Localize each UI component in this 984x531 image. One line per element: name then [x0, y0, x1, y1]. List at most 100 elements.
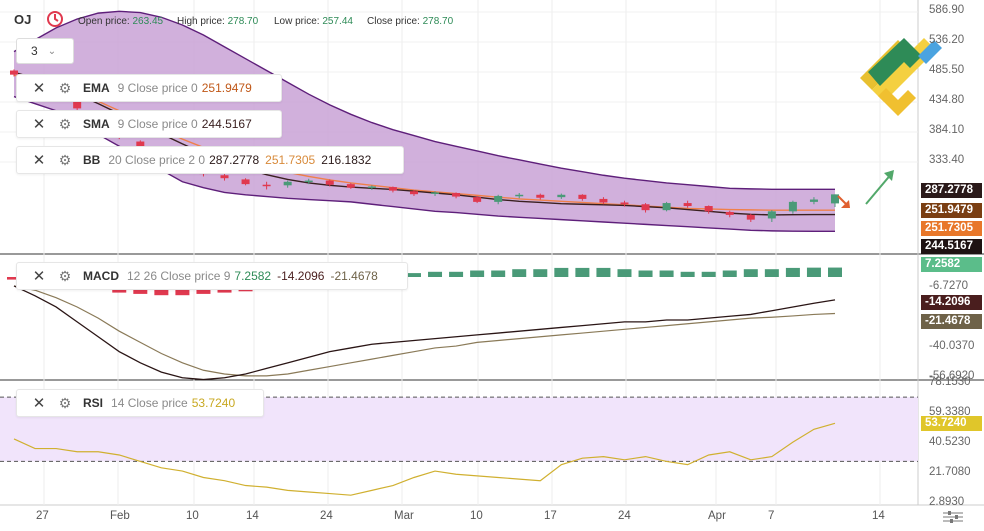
price-axis-label: -56.6920: [929, 370, 975, 382]
macd-histogram-bar: [512, 269, 527, 277]
price-axis-label: 384.10: [929, 124, 965, 136]
price-tag: -21.4678: [921, 314, 982, 329]
time-axis-label: 17: [544, 510, 557, 522]
time-axis-label: 10: [186, 510, 199, 522]
rsi-legend[interactable]: ✕ ⚙ RSI 14 Close price 53.7240: [16, 389, 264, 417]
macd-line: [13, 285, 836, 381]
time-axis-label: Mar: [394, 510, 414, 522]
gear-icon[interactable]: ⚙: [58, 394, 72, 411]
symbol-label: OJ: [14, 12, 32, 27]
time-axis-label: 27: [36, 510, 49, 522]
time-axis-label: 14: [872, 510, 885, 522]
bb-band: [14, 11, 835, 232]
macd-histogram-bar: [617, 269, 632, 277]
high-price: High price: 278.70: [177, 16, 259, 27]
candle-body: [767, 211, 776, 219]
settings-sliders-icon[interactable]: [943, 510, 963, 524]
close-icon[interactable]: ✕: [32, 152, 46, 169]
gear-icon[interactable]: ⚙: [58, 151, 72, 168]
price-axis-label: 21.7080: [929, 466, 971, 478]
price-axis-label: 333.40: [929, 154, 965, 166]
close-price: Close price: 278.70: [367, 16, 454, 27]
close-icon[interactable]: ✕: [32, 395, 46, 412]
price-tag: 7.2582: [921, 257, 982, 272]
candle-body: [704, 206, 713, 212]
time-axis-label: 7: [768, 510, 775, 522]
candle-body: [683, 203, 692, 207]
macd-histogram-bar: [680, 271, 695, 277]
candle-body: [409, 191, 418, 195]
price-tag: 287.2778: [921, 183, 982, 198]
candle-body: [346, 184, 355, 188]
price-tag: 53.7240: [921, 416, 982, 431]
candle-body: [599, 198, 608, 203]
price-axis-label: -40.0370: [929, 340, 975, 352]
macd-histogram-bar: [722, 270, 737, 277]
macd-histogram-bar: [491, 270, 506, 277]
macd-histogram-bar: [743, 269, 758, 277]
time-axis-label: 24: [618, 510, 631, 522]
price-tag: -14.2096: [921, 295, 982, 310]
close-icon[interactable]: ✕: [32, 116, 46, 133]
gear-icon[interactable]: ⚙: [58, 115, 72, 132]
candle-body: [831, 194, 839, 204]
candle-body: [557, 194, 566, 198]
candle-body: [262, 184, 271, 187]
timeframe-dropdown[interactable]: 3 ⌄: [16, 38, 74, 64]
macd-histogram-bar: [828, 267, 842, 277]
up-arrow-icon: [865, 172, 893, 205]
bb-legend[interactable]: ✕ ⚙ BB 20 Close price 2 0 287.2778 251.7…: [16, 146, 404, 174]
price-axis-label: 536.20: [929, 34, 965, 46]
time-axis-label: 14: [246, 510, 259, 522]
candle-body: [10, 70, 18, 75]
price-axis-label: 78.1530: [929, 376, 971, 388]
candle-body: [809, 199, 818, 202]
candle-body: [473, 197, 482, 202]
macd-legend[interactable]: ✕ ⚙ MACD 12 26 Close price 9 7.2582 -14.…: [16, 262, 408, 290]
candle-body: [620, 202, 629, 205]
time-axis-label: 24: [320, 510, 333, 522]
macd-histogram-bar: [554, 267, 569, 277]
price-axis-label: 434.80: [929, 94, 965, 106]
macd-signal-line: [13, 285, 836, 377]
candle-body: [283, 181, 292, 186]
price-tag: 244.5167: [921, 239, 982, 254]
sma-legend[interactable]: ✕ ⚙ SMA 9 Close price 0 244.5167: [16, 110, 282, 138]
macd-histogram-bar: [701, 271, 716, 277]
price-axis-label: -6.7270: [929, 280, 969, 292]
price-axis-label: 586.90: [929, 4, 965, 16]
macd-histogram-bar: [764, 269, 779, 277]
price-axis-label: 40.5230: [929, 436, 971, 448]
gear-icon[interactable]: ⚙: [58, 79, 72, 96]
price-axis-label: 485.50: [929, 64, 965, 76]
price-axis-label: 2.8930: [929, 496, 965, 508]
macd-histogram-bar: [785, 267, 800, 277]
price-axis-label: 59.3380: [929, 406, 971, 418]
low-price: Low price: 257.44: [274, 16, 353, 27]
candle-body: [641, 204, 650, 211]
candle-body: [220, 175, 229, 179]
candle-body: [452, 193, 461, 197]
candle-body: [494, 195, 503, 202]
rsi-line: [13, 422, 836, 496]
macd-histogram-bar: [449, 271, 464, 277]
candle-body: [73, 100, 82, 109]
close-icon[interactable]: ✕: [32, 80, 46, 97]
close-icon[interactable]: ✕: [32, 268, 46, 285]
candle-body: [304, 180, 313, 183]
clock-icon[interactable]: [46, 10, 64, 28]
candle-body: [788, 201, 797, 212]
macd-histogram-bar: [806, 267, 821, 277]
macd-histogram-bar: [406, 273, 421, 277]
candle-body: [241, 179, 250, 185]
macd-histogram-bar: [638, 270, 653, 277]
macd-histogram-bar: [596, 267, 611, 277]
open-price: Open price: 263.45: [78, 16, 164, 27]
ema-legend[interactable]: ✕ ⚙ EMA 9 Close price 0 251.9479: [16, 74, 282, 102]
candle-body: [578, 194, 587, 199]
candle-body: [388, 187, 397, 191]
time-axis-label: Feb: [110, 510, 130, 522]
candle-body: [725, 211, 734, 215]
time-axis-label: Apr: [708, 510, 726, 522]
gear-icon[interactable]: ⚙: [58, 267, 72, 284]
